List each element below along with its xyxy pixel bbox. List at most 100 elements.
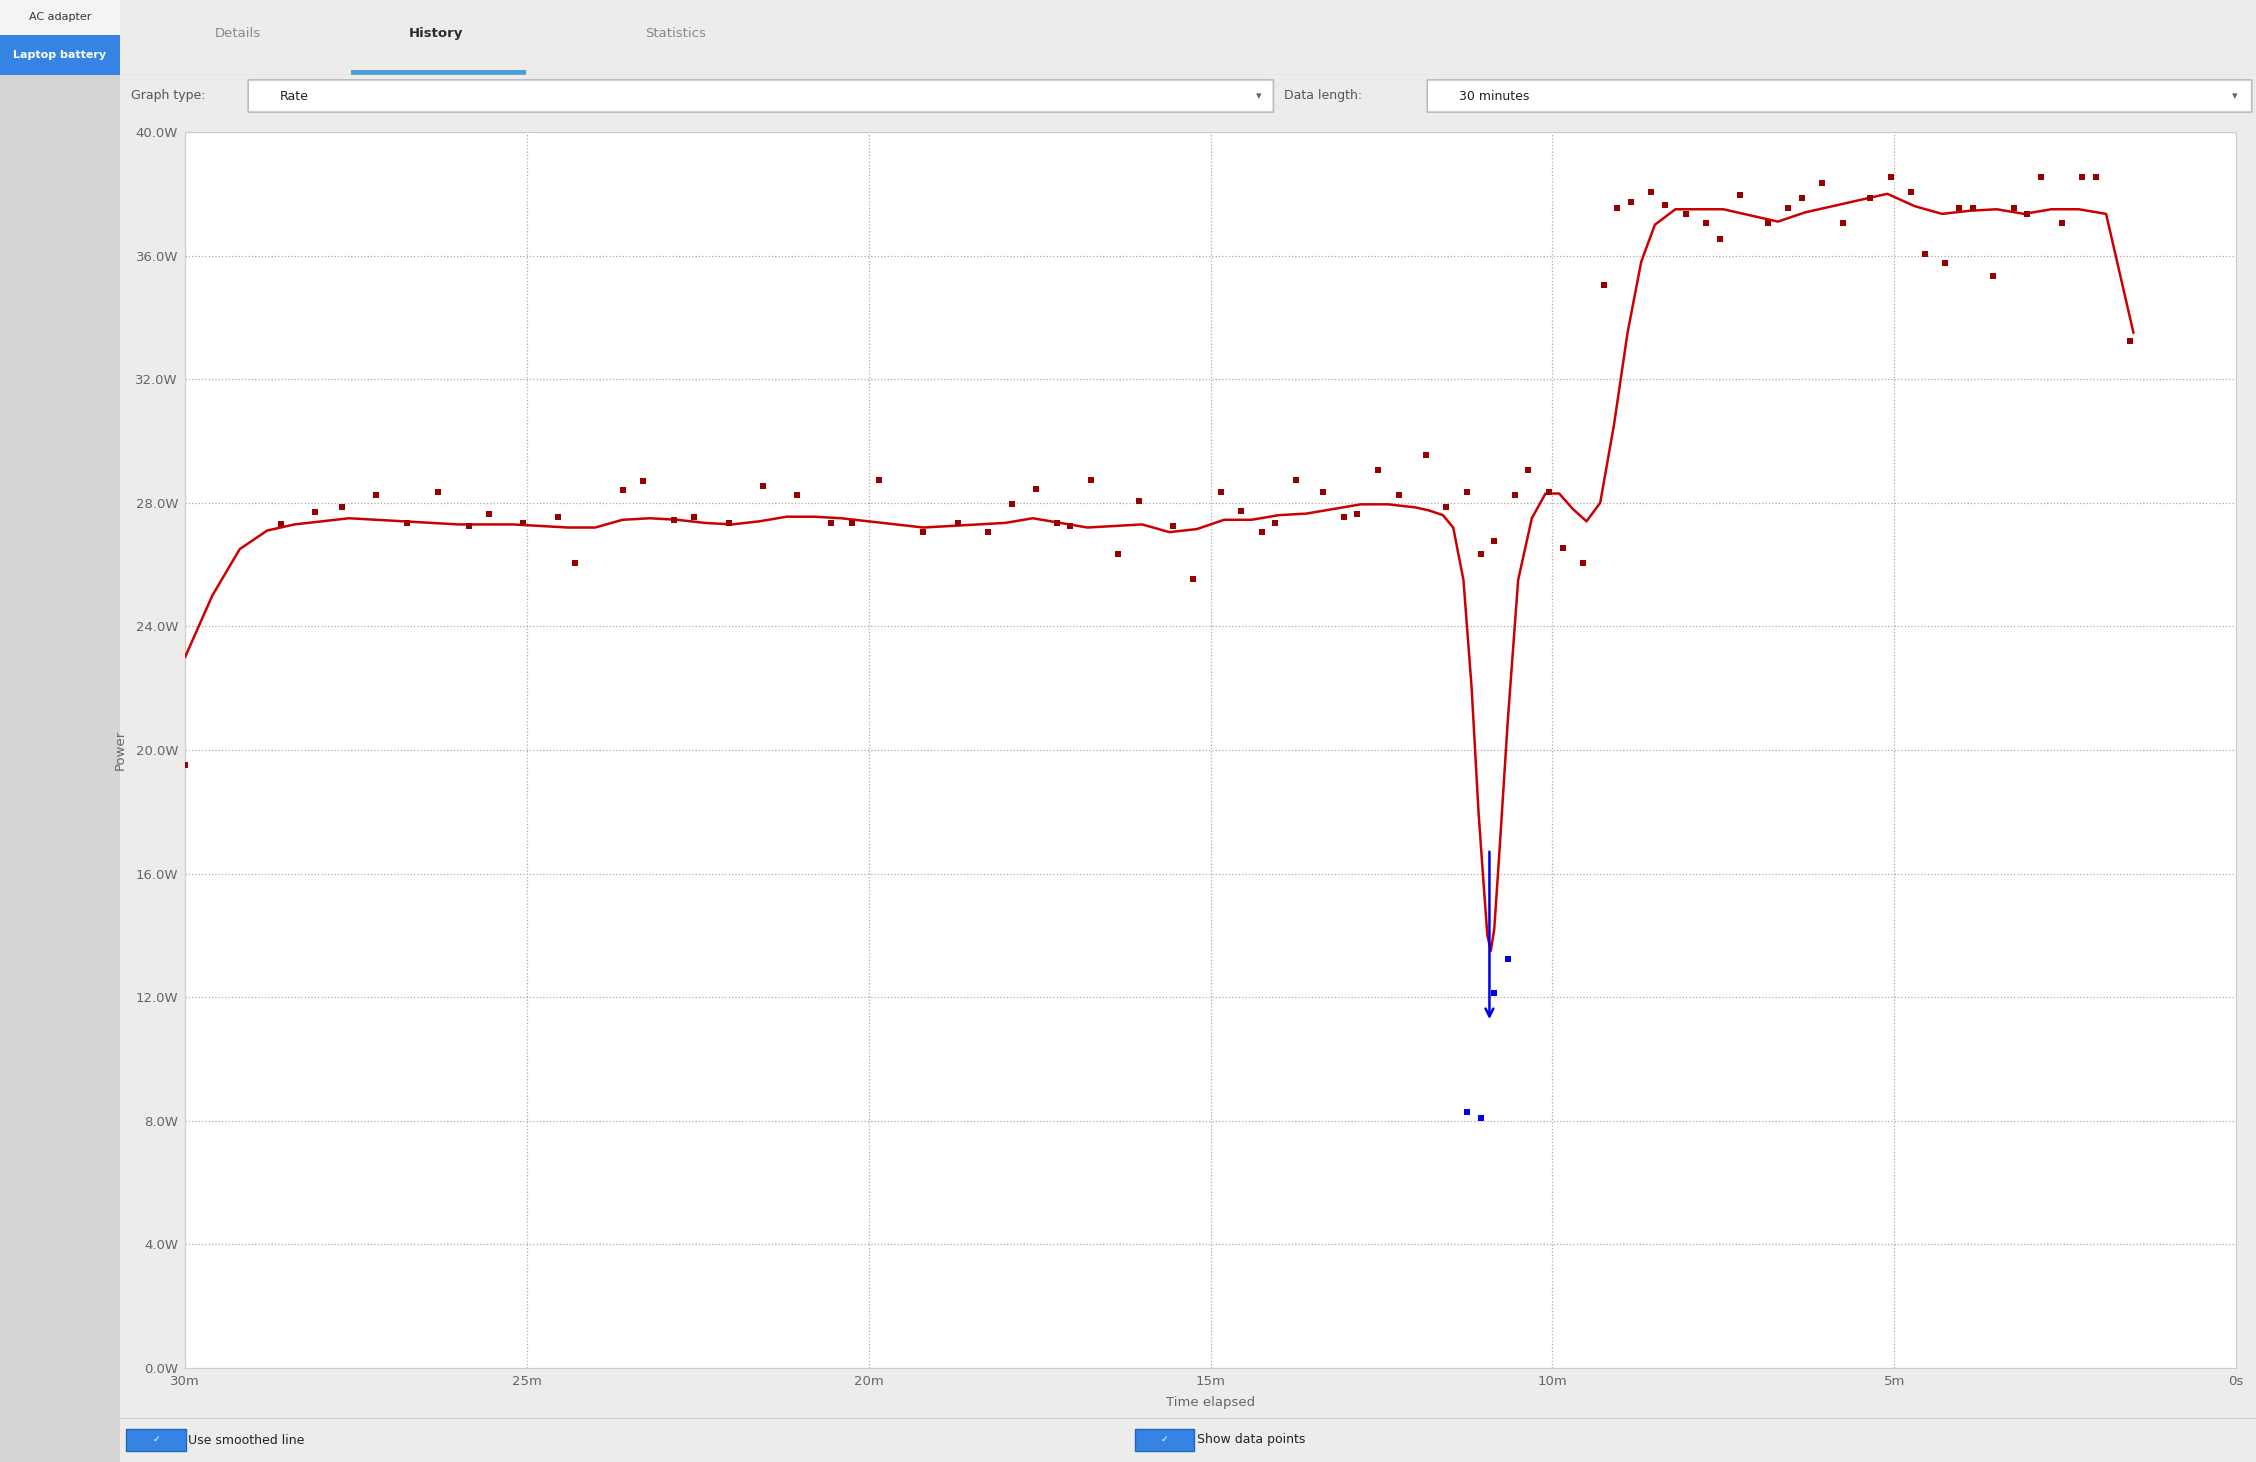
- FancyBboxPatch shape: [248, 80, 1272, 113]
- Point: [1545, 537, 1581, 560]
- Point: [1852, 187, 1888, 211]
- Point: [1306, 481, 1342, 504]
- Point: [1613, 190, 1649, 213]
- Point: [970, 520, 1006, 544]
- Point: [1940, 196, 1976, 219]
- FancyBboxPatch shape: [1428, 80, 2251, 113]
- FancyBboxPatch shape: [1135, 1428, 1193, 1452]
- Point: [420, 481, 456, 504]
- Point: [1633, 181, 1669, 205]
- Point: [832, 512, 869, 535]
- X-axis label: Time elapsed: Time elapsed: [1166, 1396, 1254, 1409]
- Bar: [0, 35, 120, 75]
- Point: [1017, 477, 1054, 500]
- Point: [1647, 193, 1683, 216]
- Point: [1701, 227, 1737, 250]
- Point: [1381, 484, 1417, 507]
- Point: [1927, 251, 1963, 275]
- Point: [325, 496, 361, 519]
- Point: [1257, 512, 1293, 535]
- Point: [1360, 459, 1396, 482]
- Point: [1954, 196, 1990, 219]
- Point: [1825, 212, 1861, 235]
- Bar: [350, 70, 526, 75]
- Text: Show data points: Show data points: [1196, 1434, 1304, 1446]
- Text: Use smoothed line: Use smoothed line: [187, 1434, 305, 1446]
- Point: [1462, 542, 1498, 566]
- Point: [1509, 459, 1545, 482]
- Point: [472, 501, 508, 525]
- Point: [677, 504, 713, 528]
- Text: Laptop battery: Laptop battery: [14, 50, 106, 60]
- Point: [2044, 212, 2080, 235]
- Point: [1074, 468, 1110, 491]
- Point: [625, 469, 661, 493]
- Point: [1475, 981, 1512, 1004]
- Text: ▾: ▾: [1257, 91, 1261, 101]
- Point: [557, 551, 593, 575]
- Point: [1687, 212, 1724, 235]
- Point: [1489, 947, 1525, 971]
- Point: [505, 512, 541, 535]
- Text: ▾: ▾: [2231, 91, 2238, 101]
- Point: [778, 484, 814, 507]
- Point: [1327, 504, 1363, 528]
- Text: History: History: [408, 28, 462, 41]
- Point: [1976, 265, 2012, 288]
- Text: ✓: ✓: [1162, 1434, 1169, 1443]
- Point: [1906, 243, 1942, 266]
- Point: [2024, 165, 2060, 189]
- Point: [1997, 196, 2033, 219]
- Point: [1408, 443, 1444, 466]
- Point: [2064, 165, 2100, 189]
- Point: [1243, 520, 1279, 544]
- Point: [938, 512, 975, 535]
- Point: [1101, 542, 1137, 566]
- Point: [1202, 481, 1239, 504]
- Point: [1448, 1099, 1484, 1123]
- Text: Details: Details: [214, 28, 259, 41]
- Point: [1428, 496, 1464, 519]
- Y-axis label: Power: Power: [115, 730, 126, 770]
- Point: [605, 478, 641, 501]
- Point: [1121, 490, 1157, 513]
- Point: [1721, 184, 1757, 208]
- Point: [167, 754, 203, 778]
- Point: [1805, 171, 1841, 194]
- Text: Rate: Rate: [280, 89, 309, 102]
- Point: [359, 484, 395, 507]
- Point: [1448, 481, 1484, 504]
- Point: [656, 509, 693, 532]
- Point: [1340, 501, 1376, 525]
- Point: [2078, 165, 2114, 189]
- Point: [1175, 567, 1211, 591]
- Point: [1893, 181, 1929, 205]
- Point: [905, 520, 941, 544]
- Point: [1566, 551, 1602, 575]
- Point: [539, 504, 575, 528]
- Point: [1462, 1107, 1498, 1130]
- Point: [1600, 196, 1636, 219]
- Point: [1038, 512, 1074, 535]
- Point: [1771, 196, 1807, 219]
- Point: [1277, 468, 1313, 491]
- Point: [1667, 202, 1703, 225]
- FancyBboxPatch shape: [126, 1428, 187, 1452]
- Text: AC adapter: AC adapter: [29, 12, 90, 22]
- Bar: [0, 0, 120, 35]
- Text: Statistics: Statistics: [645, 28, 706, 41]
- Point: [1223, 499, 1259, 522]
- Point: [1532, 481, 1568, 504]
- Point: [1155, 515, 1191, 538]
- Point: [812, 512, 848, 535]
- Text: Data length:: Data length:: [1284, 89, 1363, 102]
- Point: [262, 513, 298, 537]
- Point: [2112, 329, 2148, 352]
- Point: [2010, 202, 2046, 225]
- Point: [451, 515, 487, 538]
- Point: [995, 493, 1031, 516]
- Text: Graph type:: Graph type:: [131, 89, 205, 102]
- Point: [1784, 187, 1821, 211]
- Point: [1586, 273, 1622, 297]
- Point: [862, 468, 898, 491]
